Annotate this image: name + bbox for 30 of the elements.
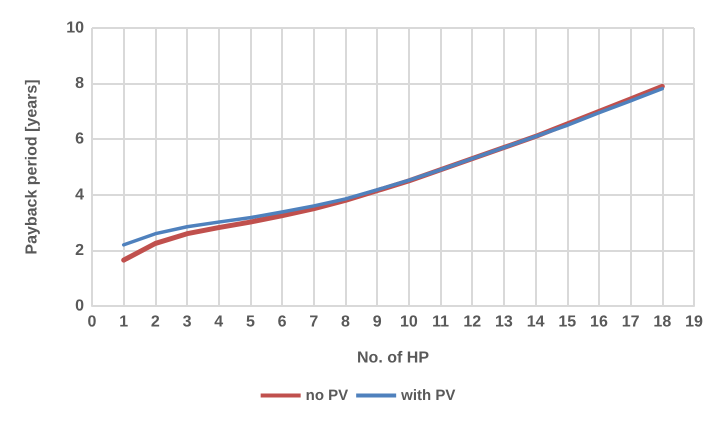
x-tick-label: 5: [246, 314, 255, 330]
x-tick-label: 17: [622, 314, 640, 330]
y-tick-label: 4: [75, 186, 84, 204]
y-tick-label: 8: [75, 75, 84, 92]
x-tick-label: 1: [119, 314, 128, 330]
x-tick-label: 10: [400, 314, 418, 330]
x-tick-label: 14: [526, 314, 545, 330]
x-tick-label: 18: [653, 314, 672, 330]
x-tick-label: 15: [558, 314, 576, 330]
legend-label: no PV: [306, 387, 348, 404]
x-tick-label: 16: [590, 314, 608, 330]
x-tick-label: 4: [214, 314, 224, 330]
legend-label: with PV: [400, 387, 456, 404]
x-tick-label: 13: [494, 314, 513, 330]
x-tick-label: 8: [341, 314, 350, 330]
x-tick-label: 11: [432, 314, 450, 330]
x-tick-label: 0: [88, 314, 97, 330]
x-tick-label: 3: [182, 314, 192, 330]
y-tick-label: 0: [75, 298, 84, 314]
x-axis-title: No. of HP: [357, 350, 430, 366]
y-tick-label: 2: [75, 242, 84, 259]
x-tick-label: 6: [278, 314, 287, 330]
x-tick-label: 7: [309, 314, 318, 330]
y-axis-title: Payback period [years]: [24, 79, 40, 255]
x-tick-label: 12: [463, 314, 482, 330]
y-tick-label: 6: [75, 130, 84, 148]
y-tick-label: 10: [66, 20, 84, 36]
x-tick-label: 19: [685, 314, 703, 330]
x-tick-label: 2: [150, 314, 160, 330]
x-tick-label: 9: [372, 314, 382, 330]
